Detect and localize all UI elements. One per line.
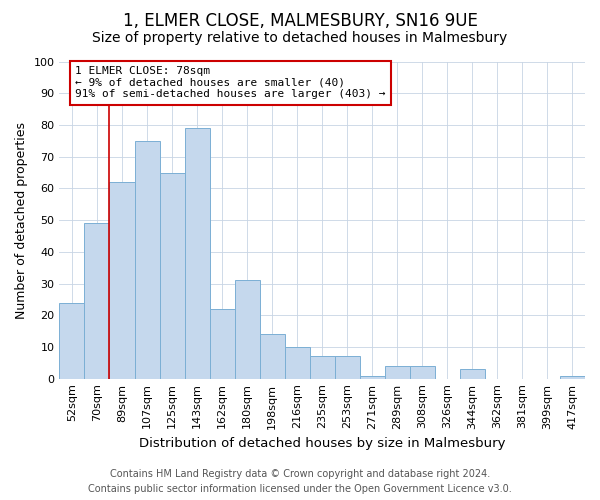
Bar [335, 356, 360, 378]
Bar [284, 347, 310, 378]
Bar [360, 376, 385, 378]
Bar [410, 366, 435, 378]
Bar [235, 280, 260, 378]
Bar [85, 224, 109, 378]
X-axis label: Distribution of detached houses by size in Malmesbury: Distribution of detached houses by size … [139, 437, 505, 450]
Y-axis label: Number of detached properties: Number of detached properties [15, 122, 28, 318]
Text: Contains HM Land Registry data © Crown copyright and database right 2024.
Contai: Contains HM Land Registry data © Crown c… [88, 469, 512, 494]
Bar [160, 172, 185, 378]
Bar [134, 141, 160, 378]
Bar [209, 309, 235, 378]
Bar [109, 182, 134, 378]
Text: 1, ELMER CLOSE, MALMESBURY, SN16 9UE: 1, ELMER CLOSE, MALMESBURY, SN16 9UE [122, 12, 478, 30]
Text: Size of property relative to detached houses in Malmesbury: Size of property relative to detached ho… [92, 31, 508, 45]
Bar [460, 369, 485, 378]
Bar [260, 334, 284, 378]
Bar [185, 128, 209, 378]
Bar [560, 376, 585, 378]
Bar [310, 356, 335, 378]
Bar [385, 366, 410, 378]
Bar [59, 302, 85, 378]
Text: 1 ELMER CLOSE: 78sqm
← 9% of detached houses are smaller (40)
91% of semi-detach: 1 ELMER CLOSE: 78sqm ← 9% of detached ho… [75, 66, 386, 100]
